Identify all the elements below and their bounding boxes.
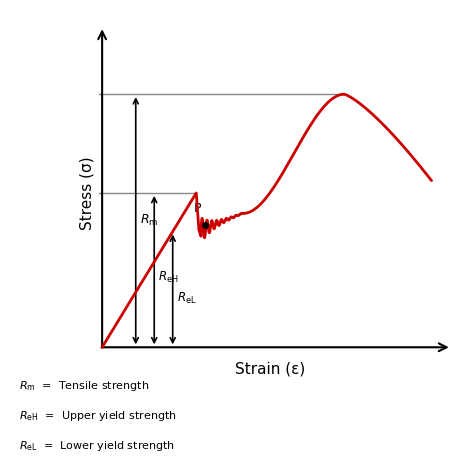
Text: $R_\mathrm{m}$  =  Tensile strength: $R_\mathrm{m}$ = Tensile strength <box>19 379 149 393</box>
Text: $R_\mathrm{m}$: $R_\mathrm{m}$ <box>140 213 158 228</box>
Text: $R_\mathrm{eH}$  =  Upper yield strength: $R_\mathrm{eH}$ = Upper yield strength <box>19 409 177 423</box>
Text: $R_\mathrm{eL}$  =  Lower yield strength: $R_\mathrm{eL}$ = Lower yield strength <box>19 439 175 453</box>
Text: Stress (σ): Stress (σ) <box>80 156 94 230</box>
Text: P: P <box>194 201 201 214</box>
Text: $R_\mathrm{eH}$: $R_\mathrm{eH}$ <box>158 270 179 286</box>
Text: $R_\mathrm{eL}$: $R_\mathrm{eL}$ <box>177 291 196 306</box>
Text: Strain (ε): Strain (ε) <box>235 361 305 376</box>
